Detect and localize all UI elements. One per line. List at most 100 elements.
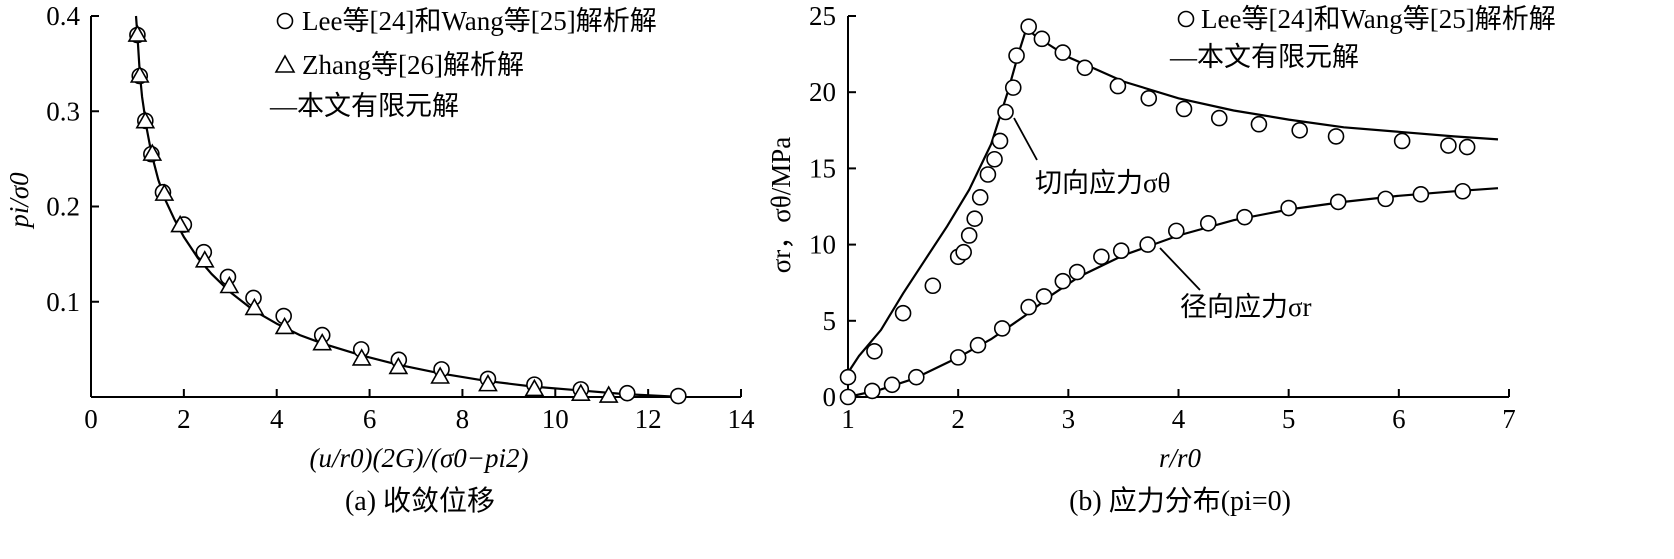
analytic-circle-point	[1210, 109, 1228, 127]
analytic-circle-point	[1112, 242, 1130, 259]
fem-solution-line	[134, 15, 681, 399]
analytic-circle-point	[986, 150, 1003, 168]
analytic-circle-point	[1139, 236, 1156, 253]
analytic-triangle-point	[219, 275, 240, 294]
y-tick-label: 5	[823, 306, 837, 336]
panel-a-y-axis-label: pi/σ0	[4, 172, 34, 230]
analytic-triangle-point	[135, 111, 156, 129]
analytic-circle-point	[883, 376, 901, 394]
analytic-circle-point	[1035, 288, 1053, 305]
analytic-circle-point	[908, 368, 925, 386]
analytic-triangle-point	[274, 316, 295, 335]
analytic-circle-point	[839, 368, 857, 386]
analytic-triangle-point	[170, 214, 191, 233]
analytic-triangle-point	[598, 385, 619, 403]
analytic-circle-point	[1020, 298, 1037, 316]
y-tick-label: 25	[809, 1, 836, 31]
panel-b-caption: (b) 应力分布(pi=0)	[1069, 485, 1291, 517]
analytic-circle-point	[993, 320, 1011, 337]
analytic-circle-point	[1327, 128, 1345, 145]
analytic-circle-point	[1008, 47, 1025, 64]
analytic-circle-point	[1076, 59, 1094, 77]
analytic-circle-point	[955, 243, 972, 261]
analytic-circle-point	[966, 210, 983, 227]
y-tick-label: 10	[809, 230, 836, 260]
panel-b-stress-distribution: 1 2 3 4 5 6 7 0 5 10 15 20 25 Lee等[24]和Wang等[25]解析解 …	[766, 1, 1556, 517]
analytic-triangle-point	[524, 378, 545, 397]
panel-b-y-axis-label: σr，σθ/MPa	[766, 137, 796, 274]
analytic-circle-point	[1167, 222, 1185, 240]
x-tick-label: 7	[1502, 404, 1516, 434]
analytic-circle-point	[1291, 122, 1308, 139]
y-tick-label: 0.3	[46, 96, 80, 126]
x-tick-label: 0	[84, 404, 98, 434]
y-tick-label: 0.4	[46, 1, 80, 31]
analytic-circle-point	[1033, 30, 1051, 48]
panel-a-caption: (a) 收敛位移	[345, 485, 495, 517]
analytic-triangle-point	[244, 297, 265, 316]
panel-a-convergence-displacement: 0 2 4 6 8 10 12 14 0.1 0.2 0.3 0.4 Lee等[24]和Wang等[2…	[4, 1, 755, 517]
annotation-tangential-stress: 切向应力σθ	[1035, 168, 1171, 198]
x-tick-label: 10	[542, 404, 569, 434]
analytic-circle-point	[991, 132, 1009, 150]
analytic-circle-point	[997, 103, 1014, 121]
y-tick-label: 15	[809, 153, 836, 183]
legend-label-fem: —本文有限元解	[269, 91, 459, 121]
x-tick-label: 4	[1172, 404, 1186, 434]
panel-a-legend: Lee等[24]和Wang等[25]解析解 Zhang等[26]解析解 —本文有…	[269, 6, 657, 121]
analytic-circle-point	[971, 189, 989, 206]
panel-a-x-axis-label: (u/r0)(2G)/(σ0−pi2)	[310, 443, 529, 473]
legend-label-lee-wang: Lee等[24]和Wang等[25]解析解	[302, 6, 657, 36]
analytic-circle-point	[960, 227, 978, 244]
analytic-triangle-point	[142, 143, 163, 161]
analytic-circle-point	[1054, 44, 1072, 61]
panel-a-ticks: 0 2 4 6 8 10 12 14 0.1 0.2 0.3 0.4	[46, 1, 755, 434]
analytic-circle-point	[866, 342, 883, 360]
analytic-circle-point	[1412, 186, 1430, 203]
analytic-circle-point	[1393, 132, 1411, 150]
fem-solution-line	[847, 26, 1499, 374]
analytic-circle-point	[1250, 115, 1268, 133]
analytic-circle-point	[1280, 199, 1297, 217]
analytic-triangle-point	[430, 366, 451, 384]
analytic-triangle-point	[570, 383, 591, 401]
analytic-triangle-point	[194, 250, 215, 268]
analytic-circle-point	[969, 336, 987, 354]
panel-b-markers	[839, 18, 1476, 406]
analytic-circle-point	[618, 384, 636, 402]
analytic-circle-point	[979, 166, 997, 183]
analytic-circle-point	[670, 387, 687, 405]
panel-b-fem-curves	[847, 26, 1499, 399]
analytic-circle-point	[1093, 248, 1110, 266]
analytic-circle-point	[1020, 18, 1037, 35]
panel-b-ticks: 1 2 3 4 5 6 7 0 5 10 15 20 25	[809, 1, 1516, 434]
analytic-circle-point	[1377, 190, 1394, 208]
analytic-triangle-point	[478, 373, 498, 392]
y-tick-label: 0.2	[46, 192, 80, 222]
x-tick-label: 2	[951, 404, 965, 434]
x-tick-label: 6	[1392, 404, 1406, 434]
fem-solution-line	[847, 187, 1499, 399]
annotation-leader-radial	[1159, 247, 1201, 291]
analytic-circle-point	[1454, 182, 1472, 200]
legend-label-lee-wang: Lee等[24]和Wang等[25]解析解	[1201, 4, 1556, 34]
y-tick-label: 0	[823, 382, 837, 412]
panel-b-legend: Lee等[24]和Wang等[25]解析解 —本文有限元解	[1169, 4, 1556, 72]
x-tick-label: 3	[1062, 404, 1076, 434]
analytic-triangle-point	[388, 356, 409, 375]
analytic-circle-point	[1458, 138, 1476, 156]
legend-label-fem: —本文有限元解	[1169, 42, 1359, 72]
analytic-triangle-point	[351, 348, 372, 366]
analytic-circle-point	[1140, 89, 1158, 107]
analytic-circle-point	[1236, 208, 1253, 226]
x-tick-label: 1	[841, 404, 855, 434]
x-tick-label: 12	[635, 404, 662, 434]
analytic-circle-point	[949, 349, 967, 366]
x-tick-label: 5	[1282, 404, 1296, 434]
analytic-triangle-point	[154, 183, 175, 201]
x-tick-label: 2	[177, 404, 191, 434]
x-tick-label: 8	[456, 404, 470, 434]
analytic-circle-point	[924, 277, 942, 295]
legend-circle-marker-icon	[276, 12, 294, 30]
x-tick-label: 14	[728, 404, 756, 434]
